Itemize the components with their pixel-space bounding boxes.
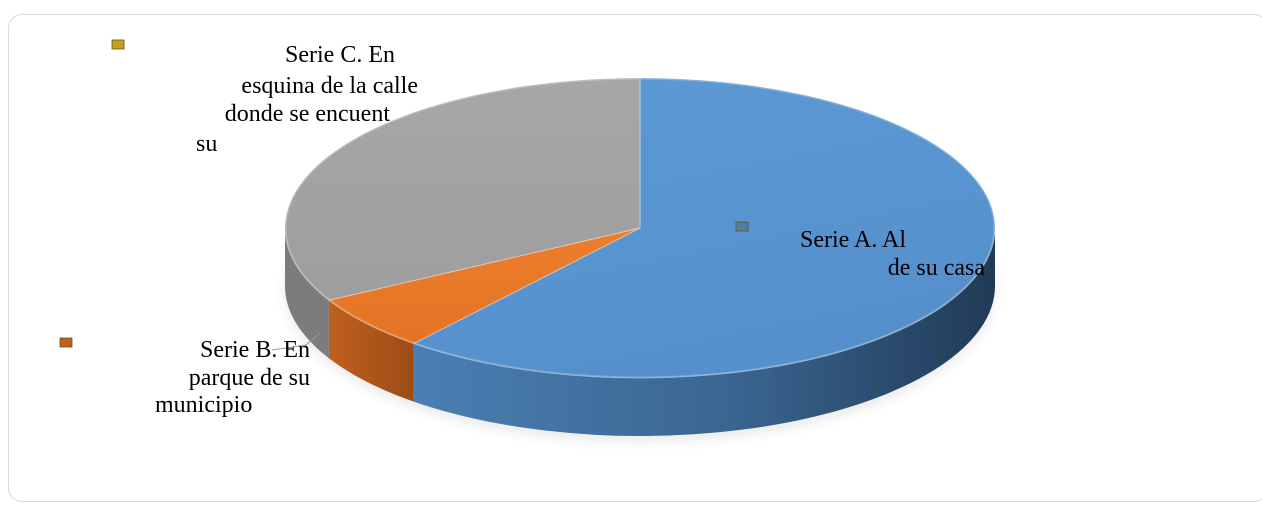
slice-label-2-line-2: parque de su: [189, 365, 310, 391]
pie-slice-3[interactable]: [284, 77, 641, 301]
label-marker-3: [111, 39, 125, 50]
pie-rim: [285, 78, 995, 378]
slice-label-3-line-2: esquina de la calle: [241, 73, 418, 99]
slice-label-2-line-3: municipio: [155, 392, 252, 418]
slice-side-1: [413, 228, 995, 437]
leader-line-b: [271, 332, 321, 351]
pie-slices: [284, 77, 996, 379]
slice-side-2: [328, 300, 414, 402]
slice-label-3-line-4: su: [196, 131, 217, 157]
slice-label-3-line-3: donde se encuent: [225, 101, 391, 127]
slice-label-1-line-2: de su casa: [888, 255, 986, 281]
label-marker-1: [735, 221, 749, 232]
slice-side-3: [285, 228, 329, 359]
slice-label-1-line-1: Serie A. Al: [800, 227, 906, 253]
label-marker-2: [59, 337, 73, 348]
chart-frame: [8, 14, 1262, 502]
slice-label-3-line-1: Serie C. En: [285, 42, 395, 68]
pie-slice-1[interactable]: [412, 77, 996, 379]
slice-label-2-line-1: Serie B. En: [200, 337, 310, 363]
pie-slice-2[interactable]: [327, 227, 641, 345]
pie-side-walls: [285, 228, 995, 437]
